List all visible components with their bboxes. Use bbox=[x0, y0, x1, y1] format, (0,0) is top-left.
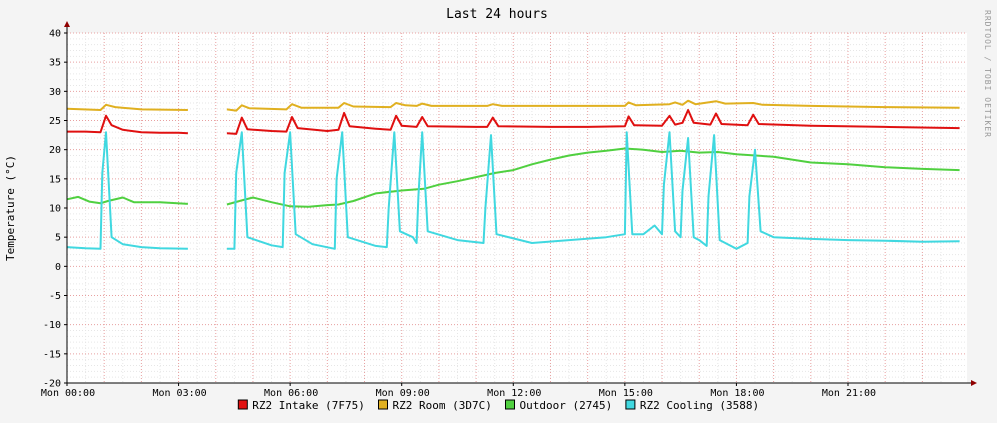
legend-swatch bbox=[237, 399, 248, 410]
y-tick-label: 20 bbox=[49, 145, 61, 156]
x-tick-label: Mon 00:00 bbox=[41, 388, 95, 399]
y-tick-label: 0 bbox=[55, 262, 61, 273]
y-axis-label: Temperature (°C) bbox=[4, 155, 17, 261]
series-line bbox=[226, 99, 960, 112]
series-line bbox=[226, 131, 960, 250]
y-axis-arrow bbox=[64, 21, 70, 27]
y-tick-label: -20 bbox=[43, 379, 61, 390]
series-line bbox=[66, 195, 188, 205]
x-tick-label: Mon 21:00 bbox=[822, 388, 876, 399]
legend-entry: RZ2 Intake (7F75) bbox=[252, 399, 365, 412]
grid bbox=[66, 32, 967, 384]
series-line bbox=[66, 103, 188, 111]
x-axis-arrow bbox=[971, 380, 977, 386]
y-tick-label: 5 bbox=[55, 233, 61, 244]
y-tick-label: -5 bbox=[49, 291, 61, 302]
series-line bbox=[67, 114, 188, 135]
series-line bbox=[226, 147, 960, 208]
x-tick-label: Mon 18:00 bbox=[710, 388, 764, 399]
axes: -20 -15 -10 -5 0 5 10 15 20 25 30 35 40 Mon 00:00 Mon … bbox=[41, 21, 977, 399]
y-tick-label: 30 bbox=[49, 87, 61, 98]
y-tick-label: -15 bbox=[43, 349, 61, 360]
legend-swatch bbox=[378, 399, 388, 410]
x-tick-label: Mon 03:00 bbox=[152, 388, 206, 399]
x-tick-label: Mon 06:00 bbox=[264, 388, 318, 399]
x-tick-label: Mon 12:00 bbox=[487, 388, 541, 399]
legend-swatch bbox=[505, 399, 515, 410]
y-tick-label: 10 bbox=[49, 204, 61, 215]
y-tick-label: -10 bbox=[43, 320, 61, 331]
series-lines bbox=[66, 99, 960, 250]
legend-entry: Outdoor (2745) bbox=[520, 399, 613, 412]
rrdtool-watermark: RRDTOOL / TOBI OETIKER bbox=[983, 10, 992, 138]
y-tick-label: 25 bbox=[49, 116, 61, 127]
y-tick-label: 15 bbox=[49, 174, 61, 185]
x-tick-label: Mon 15:00 bbox=[599, 388, 653, 399]
x-tick-label: Mon 09:00 bbox=[376, 388, 430, 399]
legend: RZ2 Intake (7F75) RZ2 Room (3D7C) Outdoor … bbox=[237, 399, 759, 412]
series-line bbox=[66, 131, 188, 250]
legend-entry: RZ2 Cooling (3588) bbox=[640, 399, 759, 412]
y-tick-label: 40 bbox=[49, 29, 61, 40]
series-line bbox=[226, 109, 960, 135]
legend-swatch bbox=[625, 399, 636, 410]
legend-entry: RZ2 Room (3D7C) bbox=[393, 399, 492, 412]
y-tick-label: 35 bbox=[49, 58, 61, 69]
chart-title: Last 24 hours bbox=[446, 7, 548, 22]
